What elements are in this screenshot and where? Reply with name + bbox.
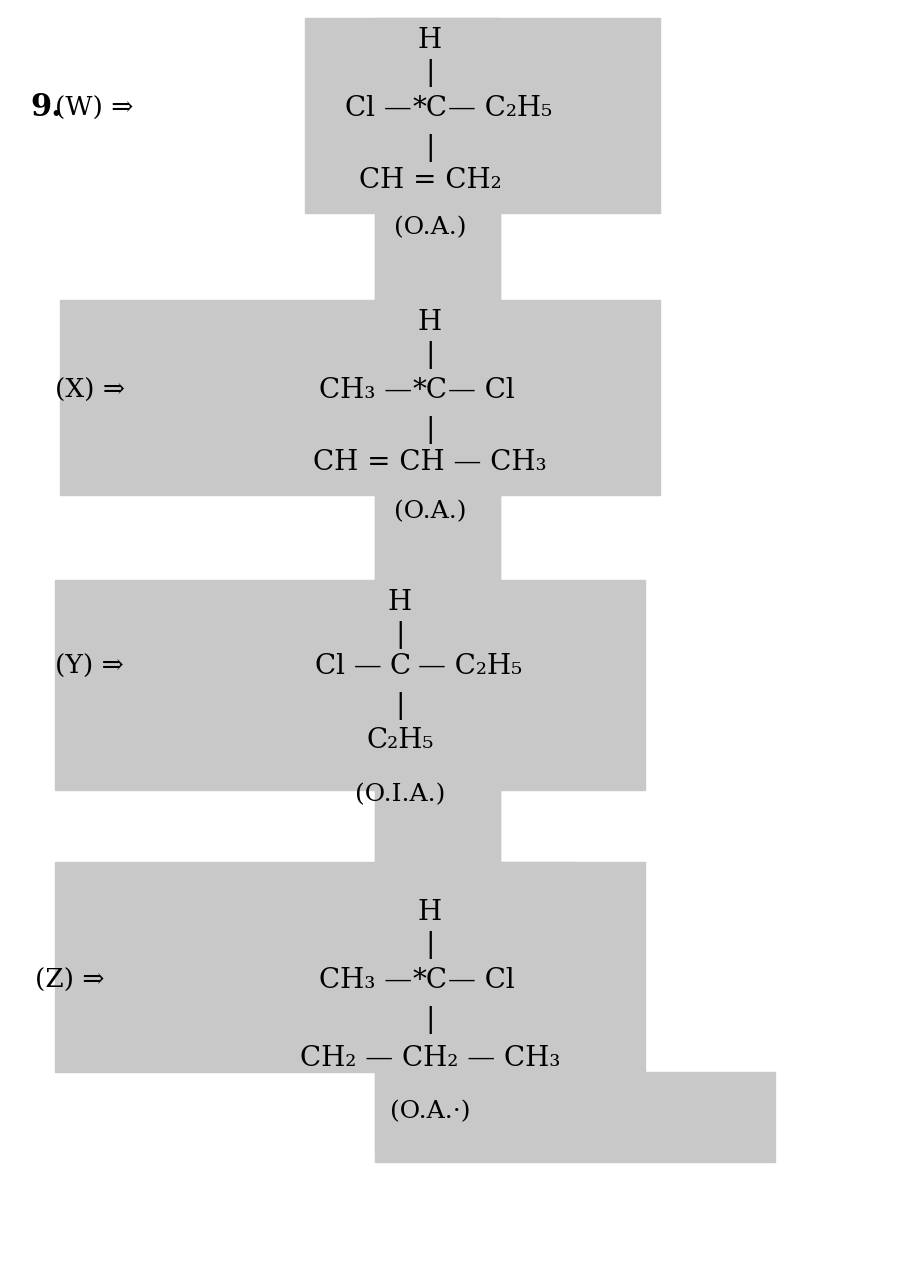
Text: CH₃ —: CH₃ — [319, 966, 412, 994]
Text: — C₂H₅: — C₂H₅ [448, 95, 552, 122]
Bar [305, 18, 660, 213]
Text: — Cl: — Cl [448, 376, 515, 404]
Bar [375, 18, 500, 308]
Text: *C: *C [413, 95, 447, 122]
Text: (O.A.): (O.A.) [394, 500, 466, 524]
Text: H: H [418, 899, 442, 925]
Text: CH = CH — CH₃: CH = CH — CH₃ [313, 448, 547, 476]
Text: (Y) ⇒: (Y) ⇒ [55, 653, 123, 679]
Text: (Z) ⇒: (Z) ⇒ [35, 967, 104, 993]
Text: Cl —: Cl — [316, 652, 382, 680]
Text: |: | [425, 1006, 434, 1034]
Text: CH₂ — CH₂ — CH₃: CH₂ — CH₂ — CH₃ [300, 1044, 561, 1071]
Text: |: | [425, 417, 434, 444]
Text: *C: *C [413, 966, 447, 994]
Bar [55, 580, 645, 790]
Text: (X) ⇒: (X) ⇒ [55, 377, 125, 403]
Text: C₂H₅: C₂H₅ [366, 727, 434, 753]
Text: (O.A.): (O.A.) [394, 216, 466, 239]
Text: C: C [389, 652, 411, 680]
Text: CH₃ —: CH₃ — [319, 376, 412, 404]
Text: *C: *C [413, 376, 447, 404]
Text: — Cl: — Cl [448, 966, 515, 994]
Bar [55, 862, 645, 1072]
Bar [60, 300, 660, 495]
Text: |: | [395, 693, 405, 720]
Text: (O.A.·): (O.A.·) [390, 1100, 470, 1123]
Bar [375, 1072, 775, 1162]
Text: |: | [395, 622, 405, 649]
Text: — C₂H₅: — C₂H₅ [418, 652, 522, 680]
Text: Cl —: Cl — [346, 95, 412, 122]
Bar [375, 790, 500, 870]
Bar [375, 300, 500, 590]
Text: CH = CH₂: CH = CH₂ [358, 167, 502, 194]
Text: (W) ⇒: (W) ⇒ [55, 95, 133, 120]
Text: H: H [388, 589, 412, 615]
Bar [375, 580, 500, 870]
Text: H: H [418, 309, 442, 335]
Text: 9.: 9. [30, 92, 62, 124]
Text: H: H [418, 27, 442, 53]
Bar [375, 195, 500, 308]
Text: |: | [425, 341, 434, 368]
Bar [375, 862, 575, 1152]
Bar [375, 495, 500, 590]
Text: |: | [425, 60, 434, 87]
Text: |: | [425, 931, 434, 960]
Text: |: | [425, 134, 434, 162]
Text: (O.I.A.): (O.I.A.) [355, 784, 445, 806]
